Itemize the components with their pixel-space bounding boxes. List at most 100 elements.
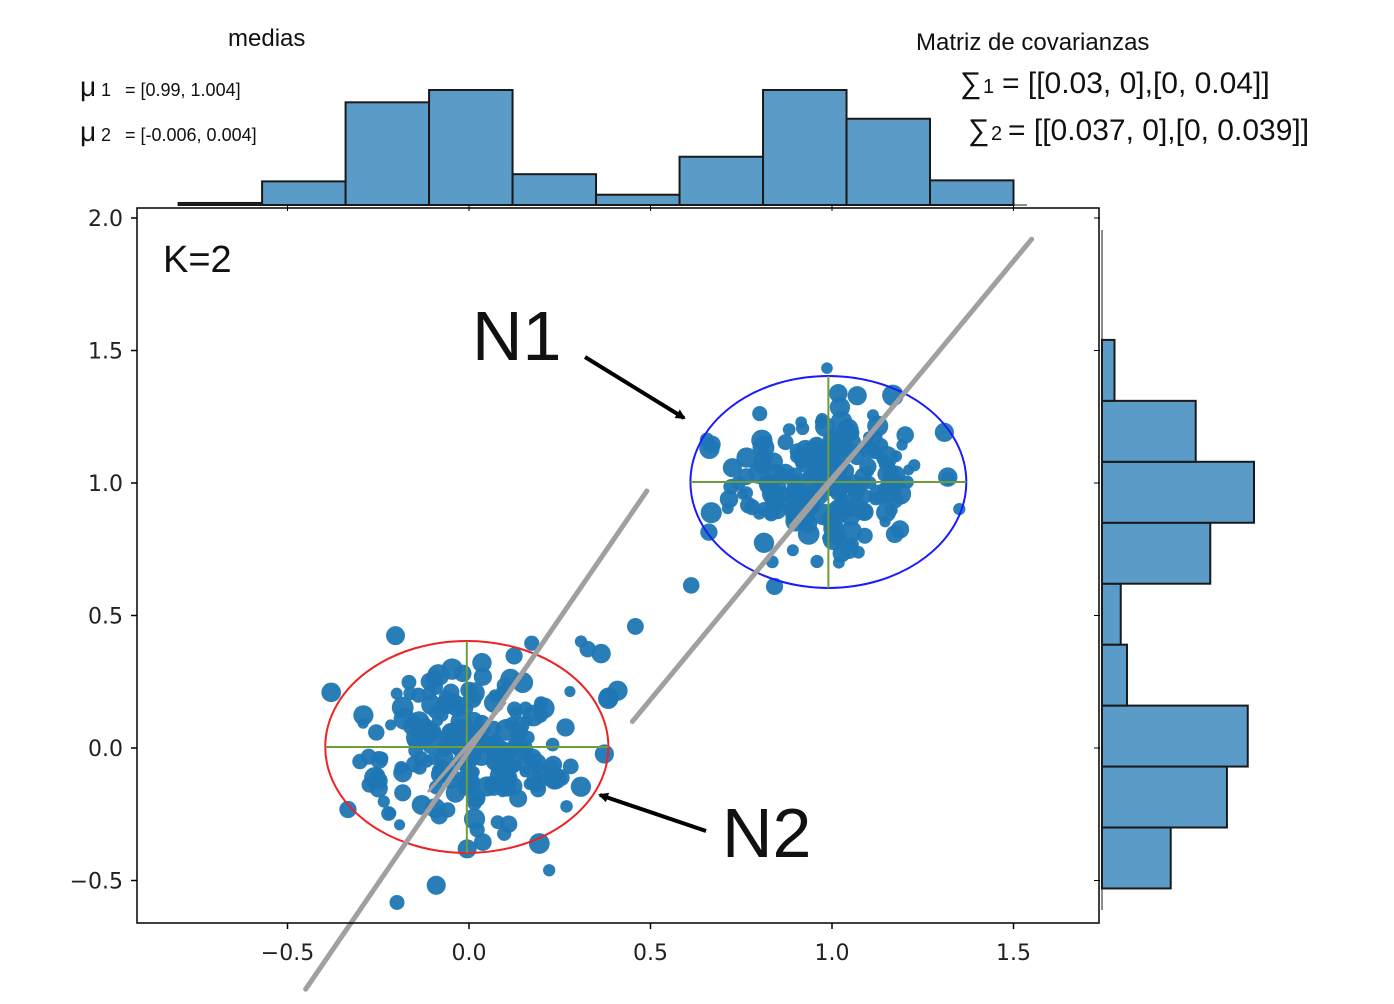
data-point	[436, 758, 448, 771]
diagonal-line	[303, 488, 650, 992]
data-point	[403, 686, 417, 701]
mu1-line: μ 1 = [0.99, 1.004]	[80, 71, 241, 102]
covariance-title: Matriz de covarianzas	[916, 29, 1149, 56]
data-point	[368, 724, 385, 741]
data-point	[801, 441, 821, 461]
sigma1-line: ∑ 1 = [[0.03, 0],[0, 0.04]]	[960, 67, 1270, 100]
n2-label: N2	[722, 794, 811, 872]
data-point	[381, 806, 396, 821]
data-point	[491, 741, 513, 763]
data-point	[896, 439, 908, 451]
data-point	[405, 727, 427, 748]
diagonal-lines	[303, 236, 1035, 992]
data-point	[823, 515, 840, 532]
top-hist-bar	[929, 179, 1015, 207]
x-tick-label: −0.5	[261, 941, 314, 966]
sigma2-subscript: 2	[991, 123, 1002, 145]
top-hist-bar	[344, 101, 431, 206]
k-label: K=2	[163, 239, 232, 281]
data-point	[810, 469, 827, 486]
data-point	[757, 501, 772, 516]
data-point	[845, 537, 859, 552]
data-point	[570, 776, 592, 797]
data-point	[869, 484, 888, 504]
data-point	[459, 763, 479, 784]
x-tick-label: 1.5	[996, 941, 1031, 966]
mu2-symbol: μ	[80, 116, 96, 147]
data-point	[490, 815, 505, 830]
data-point	[386, 626, 406, 646]
data-point	[518, 701, 533, 716]
data-point	[471, 792, 485, 806]
top-hist-bar	[511, 173, 598, 206]
data-point	[431, 714, 444, 727]
top-hist-bar	[762, 89, 848, 206]
data-point	[896, 426, 914, 444]
data-point	[890, 520, 910, 539]
top-hist-bar	[678, 155, 765, 207]
data-point	[506, 701, 522, 717]
data-point	[719, 489, 739, 509]
n2-arrow	[598, 792, 707, 833]
mu1-subscript: 1	[101, 80, 111, 100]
data-point	[442, 724, 461, 743]
data-point	[519, 766, 531, 778]
right-hist-bar	[1101, 582, 1122, 646]
x-axis-ticks: −0.5 0.0 0.5 1.0 1.5	[261, 205, 1031, 966]
data-point	[360, 748, 377, 765]
data-point	[460, 681, 478, 699]
right-hist-bar	[1101, 460, 1255, 524]
plot-area	[137, 208, 1099, 923]
data-point	[556, 718, 575, 737]
sigma2-symbol: ∑	[968, 114, 989, 147]
data-point	[552, 769, 570, 787]
data-point	[877, 453, 890, 465]
data-point	[751, 429, 773, 451]
data-point	[532, 763, 551, 782]
x-tick-label: 1.0	[815, 941, 850, 966]
data-point	[499, 768, 518, 788]
data-point	[413, 751, 429, 767]
data-point	[782, 423, 796, 437]
data-point	[722, 458, 742, 478]
data-point	[457, 781, 472, 796]
y-tick-label: 0.0	[88, 737, 123, 762]
top-hist-bar	[595, 193, 681, 207]
mu2-line: μ 2 = [-0.006, 0.004]	[80, 116, 257, 147]
data-point	[854, 467, 872, 485]
data-point	[560, 800, 573, 813]
data-point	[740, 496, 757, 514]
x-tick-label: 0.5	[633, 941, 668, 966]
data-point	[321, 682, 341, 703]
data-point	[626, 617, 644, 635]
data-point	[761, 483, 784, 505]
data-point	[753, 532, 775, 553]
data-point	[533, 697, 555, 719]
data-point	[821, 362, 833, 374]
data-point	[737, 488, 749, 500]
data-point	[441, 658, 463, 680]
data-point	[774, 468, 790, 484]
mu1-symbol: μ	[80, 71, 96, 102]
sigma1-subscript: 1	[983, 76, 994, 98]
data-point	[520, 730, 535, 745]
data-point	[564, 685, 576, 698]
n1-arrow	[583, 355, 686, 420]
data-point	[879, 516, 891, 528]
x-tick-label: 0.0	[452, 941, 487, 966]
data-point	[752, 457, 771, 475]
diagonal-line	[629, 236, 1035, 724]
sigma2-value: = [[0.037, 0],[0, 0.039]]	[1008, 114, 1309, 147]
data-point	[700, 502, 722, 524]
data-point	[509, 789, 528, 808]
data-point	[401, 674, 417, 690]
means-title: medias	[228, 25, 305, 52]
data-point	[829, 397, 851, 418]
right-hist-bar	[1101, 521, 1212, 585]
data-point	[941, 471, 956, 486]
data-point	[853, 504, 868, 519]
data-point	[797, 523, 820, 545]
data-point	[816, 450, 835, 469]
data-point	[394, 761, 409, 775]
